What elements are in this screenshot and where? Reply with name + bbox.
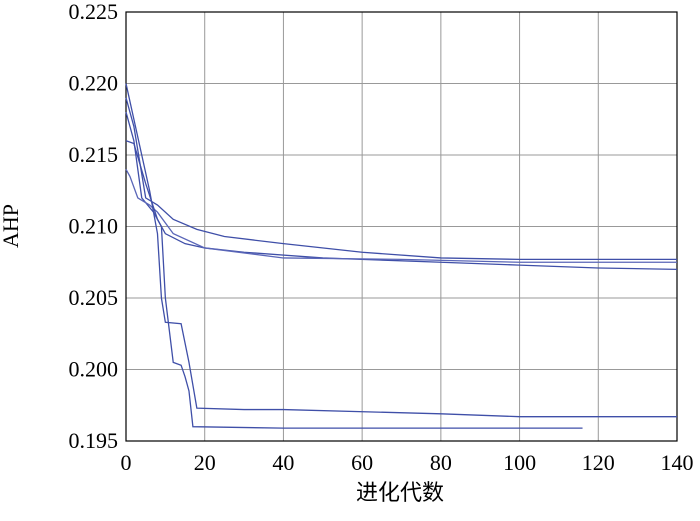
x-tick-label: 60	[351, 450, 373, 475]
x-tick-label: 20	[194, 450, 216, 475]
series-line	[125, 97, 677, 261]
x-tick-label: 80	[430, 450, 452, 475]
y-tick-label: 0.220	[69, 71, 119, 96]
series-line	[125, 83, 677, 418]
plot-frame	[125, 11, 678, 442]
y-tick-label: 0.200	[69, 357, 119, 382]
series-line	[125, 168, 677, 263]
y-axis-label: AHP	[0, 204, 23, 248]
series-line	[125, 111, 678, 271]
x-tick-label: 100	[503, 450, 536, 475]
y-tick-label: 0.210	[69, 214, 119, 239]
x-tick-label: 40	[272, 450, 294, 475]
x-axis-label: 进化代数	[356, 481, 444, 506]
x-tick-label: 0	[121, 450, 132, 475]
x-tick-label: 120	[582, 450, 615, 475]
x-tick-label: 140	[661, 450, 694, 475]
y-tick-label: 0.195	[69, 428, 119, 453]
y-tick-label: 0.215	[69, 142, 119, 167]
y-tick-label: 0.205	[69, 285, 119, 310]
y-tick-label: 0.225	[69, 0, 119, 24]
series-line	[125, 140, 583, 429]
